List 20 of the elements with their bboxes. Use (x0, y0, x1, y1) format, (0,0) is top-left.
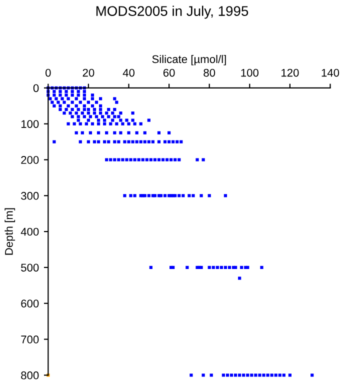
x-tick-label: 80 (204, 68, 216, 77)
chart-title: MODS2005 in July, 1995 (96, 6, 248, 19)
x-tick-label: 0 (46, 68, 51, 77)
y-tick-label: 0 (33, 84, 39, 92)
y-tick-label: 300 (21, 192, 39, 200)
y-tick-label: 100 (21, 120, 39, 128)
y-tick-label: 500 (21, 264, 39, 272)
y-axis-title: Depth [m] (4, 208, 16, 255)
x-tick-label: 140 (322, 68, 340, 77)
y-tick-label: 200 (21, 156, 39, 164)
y-tick-label: 600 (21, 300, 39, 308)
x-tick-label: 40 (122, 68, 134, 77)
x-tick-label: 20 (82, 68, 94, 77)
x-axis-title: Silicate [µmol/l] (152, 54, 226, 66)
y-tick-label: 400 (20, 228, 39, 236)
x-tick-label: 100 (241, 68, 258, 77)
y-tick-label: 700 (21, 336, 39, 344)
y-tick-label: 800 (21, 371, 39, 380)
x-tick-label: 60 (163, 68, 175, 77)
x-tick-label: 120 (282, 68, 299, 77)
